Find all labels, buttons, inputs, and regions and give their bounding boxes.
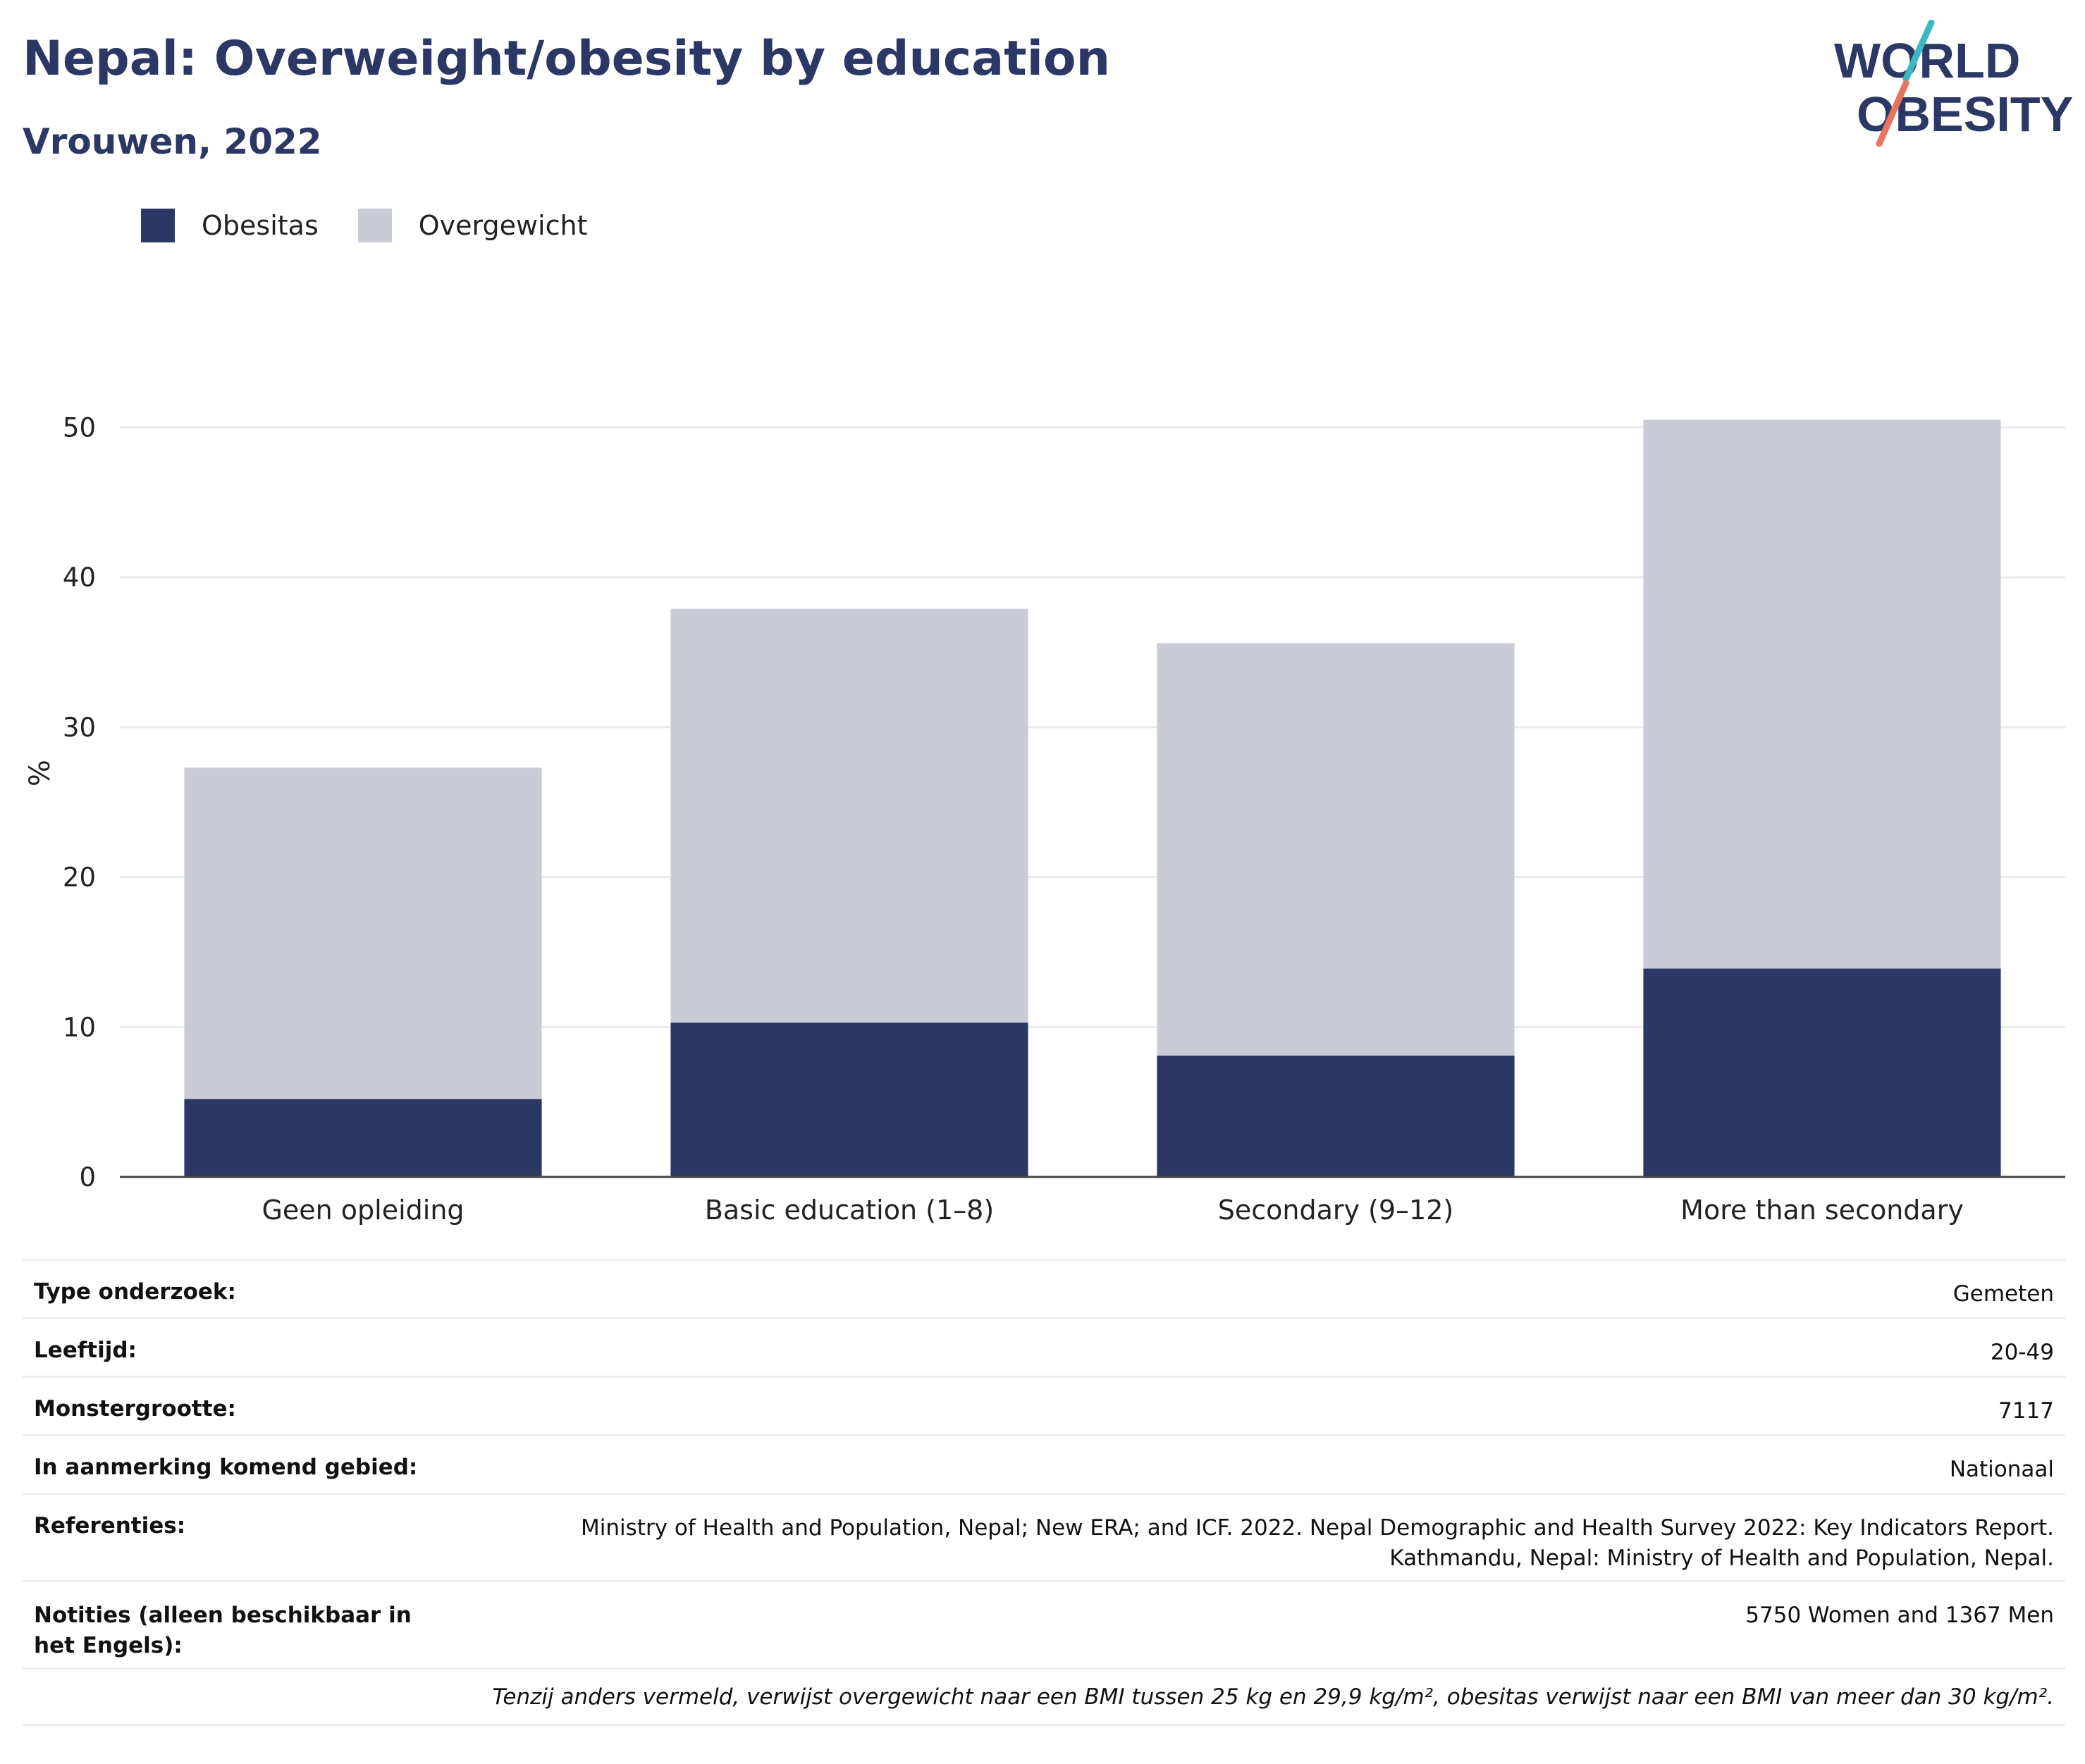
reference-line: Ministry of Health and Population, Nepal… [581,1515,2054,1541]
details-value: 20-49 [1990,1340,2054,1365]
details-value: Ministry of Health and Population, Nepal… [581,1513,2054,1574]
details-value: 5750 Women and 1367 Men [1745,1603,2054,1628]
legend-item-obesitas[interactable]: Obesitas [141,209,319,242]
y-tick-label: 10 [63,1012,96,1042]
y-axis-label: % [24,760,56,787]
details-value: Gemeten [1952,1281,2054,1307]
details-key: In aanmerking komend gebied: [34,1455,418,1480]
legend-label-overgewicht: Overgewicht [418,210,588,241]
details-row-notes: Notities (alleen beschikbaar in het Enge… [23,1580,2065,1667]
details-value: Nationaal [1949,1457,2054,1482]
y-tick-label: 0 [79,1162,96,1192]
details-row-sample-size: Monstergrootte: 7117 [23,1376,2065,1434]
legend-label-obesitas: Obesitas [202,210,319,241]
y-tick-label: 40 [63,562,96,593]
details-table: Type onderzoek: Gemeten Leeftijd: 20-49 … [23,1259,2065,1726]
details-key: Monstergrootte: [34,1396,236,1421]
bar-overgewicht [184,767,542,1099]
details-key: Notities (alleen beschikbaar in het Enge… [34,1603,412,1658]
bar-obesitas [184,1099,542,1177]
chart-subtitle: Vrouwen, 2022 [23,121,322,162]
bar-obesitas [670,1022,1028,1177]
details-row-area: In aanmerking komend gebied: Nationaal [23,1434,2065,1493]
legend-swatch-obesitas [141,209,175,242]
x-tick-label: Geen opleiding [262,1195,464,1226]
chart-legend: Obesitas Overgewicht [141,209,627,242]
details-row-references: Referenties: Ministry of Health and Popu… [23,1493,2065,1580]
y-tick-label: 20 [63,863,96,893]
logo-line-1: WORLD [1834,33,2020,88]
details-row-age: Leeftijd: 20-49 [23,1317,2065,1376]
footnote: Tenzij anders vermeld, verwijst overgewi… [23,1667,2065,1726]
legend-item-overgewicht[interactable]: Overgewicht [357,209,588,242]
details-value: 7117 [1998,1398,2054,1424]
details-key: Referenties: [34,1513,186,1538]
bar-obesitas [1643,968,2001,1177]
y-tick-label: 50 [63,412,96,443]
x-tick-label: Basic education (1–8) [705,1195,994,1226]
details-key: Leeftijd: [34,1338,137,1363]
stacked-bar-chart: 0 10 20 30 40 50% Geen opleiding Basic educatio… [24,412,2065,1226]
y-tick-label: 30 [63,713,96,743]
bar-obesitas [1157,1055,1515,1177]
legend-swatch-overgewicht [357,209,392,242]
bar-overgewicht [1643,419,2001,969]
details-key: Type onderzoek: [34,1279,236,1305]
reference-line: Kathmandu, Nepal: Ministry of Health and… [1389,1546,2054,1571]
x-tick-label: Secondary (9–12) [1218,1195,1454,1226]
x-tick-label: More than secondary [1680,1195,1964,1226]
chart-title: Nepal: Overweight/obesity by education [23,31,1111,87]
logo-slash-top [1902,20,1935,82]
world-obesity-logo: WORLD OBESITY [1834,20,2072,147]
bar-overgewicht [1157,643,1515,1056]
details-row-type: Type onderzoek: Gemeten [23,1259,2065,1317]
bar-overgewicht [670,608,1028,1023]
logo-slash-bottom [1876,80,1909,147]
